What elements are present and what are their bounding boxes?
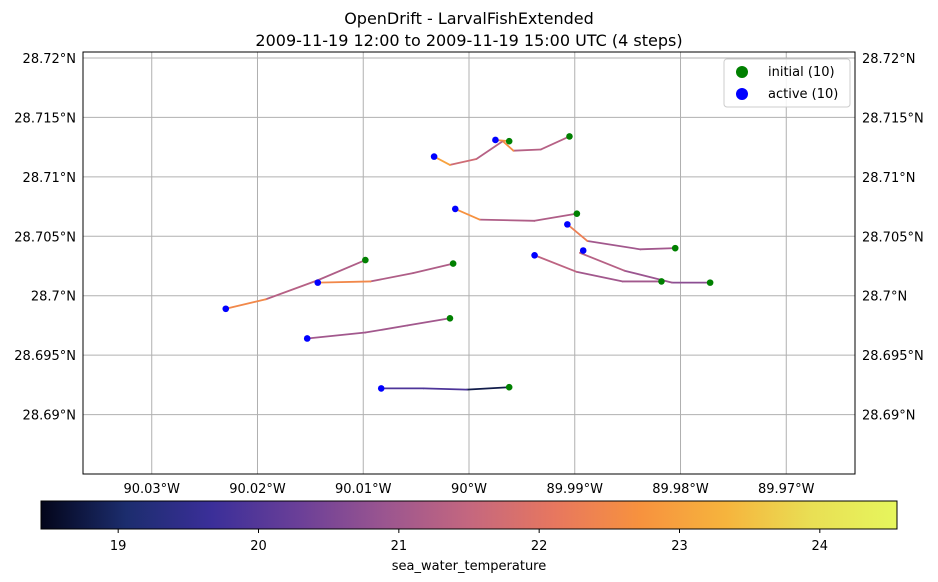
active-position-marker <box>564 221 571 228</box>
trajectory-segment <box>512 148 542 152</box>
trajectory-segment <box>316 259 367 282</box>
initial-position-marker <box>505 383 513 391</box>
y-tick-label-right: 28.715°N <box>862 111 924 126</box>
gridlines <box>83 52 855 474</box>
trajectory-segment <box>533 212 578 222</box>
trajectory-segment <box>265 279 319 301</box>
trajectory-segment <box>501 140 515 152</box>
y-tick-label-left: 28.695°N <box>14 349 76 364</box>
active-position-marker <box>531 251 538 259</box>
trajectory-segment <box>406 317 451 327</box>
trajectory-segment <box>224 298 267 310</box>
legend-initial-label: initial (10) <box>768 65 835 80</box>
trajectory-segment <box>475 140 504 160</box>
colorbar-label: sea_water_temperature <box>392 559 547 574</box>
x-tick-label: 90.03°W <box>123 482 180 497</box>
legend: initial (10) active (10) <box>723 58 851 108</box>
initial-position-marker <box>446 314 454 322</box>
trajectory-segment <box>478 218 536 222</box>
trajectory-segment <box>465 386 511 391</box>
trajectory-segment <box>316 280 372 284</box>
legend-initial-marker <box>736 66 748 78</box>
trajectory-segment <box>575 271 624 283</box>
legend-box <box>723 58 851 108</box>
trajectory-segment <box>579 251 626 272</box>
initial-position-marker <box>449 260 457 267</box>
x-tick-label: 90.01°W <box>335 482 392 497</box>
y-tick-label-left: 28.69°N <box>23 409 76 424</box>
colorbar <box>40 500 898 530</box>
trajectory-segment <box>533 254 578 273</box>
trajectory-segment <box>449 158 478 166</box>
x-tick-label: 89.98°W <box>652 482 709 497</box>
trajectory-segment <box>566 223 589 242</box>
trajectory-segment <box>412 262 455 275</box>
trajectory-segment <box>369 272 414 283</box>
legend-active-label: active (10) <box>768 87 838 102</box>
y-tick-label-left: 28.72°N <box>23 52 76 67</box>
active-position-marker <box>303 335 311 342</box>
active-position-marker <box>222 305 230 313</box>
chart-subtitle: 2009-11-19 12:00 to 2009-11-19 15:00 UTC… <box>255 31 682 50</box>
initial-position-marker <box>362 256 369 264</box>
y-tick-label-right: 28.7°N <box>862 290 907 305</box>
trajectory-segment <box>639 247 677 251</box>
y-tick-label-left: 28.705°N <box>14 230 76 245</box>
x-tick-label: 89.99°W <box>546 482 603 497</box>
active-position-marker <box>430 153 438 160</box>
x-tick-label: 89.97°W <box>758 482 815 497</box>
active-position-marker <box>451 205 459 213</box>
colorbar-tick-label: 21 <box>391 539 408 554</box>
colorbar-tick-label: 20 <box>250 539 267 554</box>
trajectory-segment <box>306 331 367 340</box>
position-markers <box>222 133 714 392</box>
initial-position-marker <box>566 133 573 140</box>
trajectory-segment <box>454 208 481 221</box>
y-tick-label-right: 28.695°N <box>862 349 924 364</box>
y-tick-label-right: 28.71°N <box>862 171 915 186</box>
trajectory-segment <box>364 324 409 334</box>
colorbar-tick-label: 22 <box>531 539 548 554</box>
plot-frame <box>82 51 856 475</box>
trajectory-lines <box>224 135 712 391</box>
active-position-marker <box>377 385 385 392</box>
x-axis-ticks: 90.03°W 90.02°W 90.01°W 90°W 89.99°W 89.98°W 8… <box>123 482 814 497</box>
initial-position-marker <box>706 279 714 286</box>
y-axis-ticks: 28.69°N 28.69°N 28.695°N 28.695°N 28.7°N 28.7… <box>14 52 923 424</box>
initial-position-marker <box>671 244 679 252</box>
initial-position-marker <box>658 278 665 285</box>
initial-position-marker <box>573 210 581 217</box>
initial-position-marker <box>505 137 513 145</box>
legend-active-marker <box>736 88 748 100</box>
y-tick-label-right: 28.705°N <box>862 230 924 245</box>
active-position-marker <box>579 247 587 254</box>
colorbar-tick-label: 23 <box>671 539 688 554</box>
y-tick-label-left: 28.715°N <box>14 111 76 126</box>
y-tick-label-left: 28.7°N <box>31 290 76 305</box>
colorbar-tick-label: 24 <box>812 539 829 554</box>
y-tick-label-left: 28.71°N <box>23 171 76 186</box>
trajectory-segment <box>540 135 571 151</box>
chart-title: OpenDrift - LarvalFishExtended <box>344 9 594 28</box>
x-tick-label: 90°W <box>451 482 487 497</box>
x-tick-label: 90.02°W <box>229 482 286 497</box>
trajectory-segment <box>586 240 642 251</box>
active-position-marker <box>492 136 499 144</box>
trajectory-segment <box>422 387 468 391</box>
colorbar-ticks: 19 20 21 22 23 24 <box>110 529 828 554</box>
colorbar-tick-label: 19 <box>110 539 127 554</box>
active-position-marker <box>314 279 322 286</box>
y-tick-label-right: 28.69°N <box>862 409 915 424</box>
y-tick-label-right: 28.72°N <box>862 52 915 67</box>
